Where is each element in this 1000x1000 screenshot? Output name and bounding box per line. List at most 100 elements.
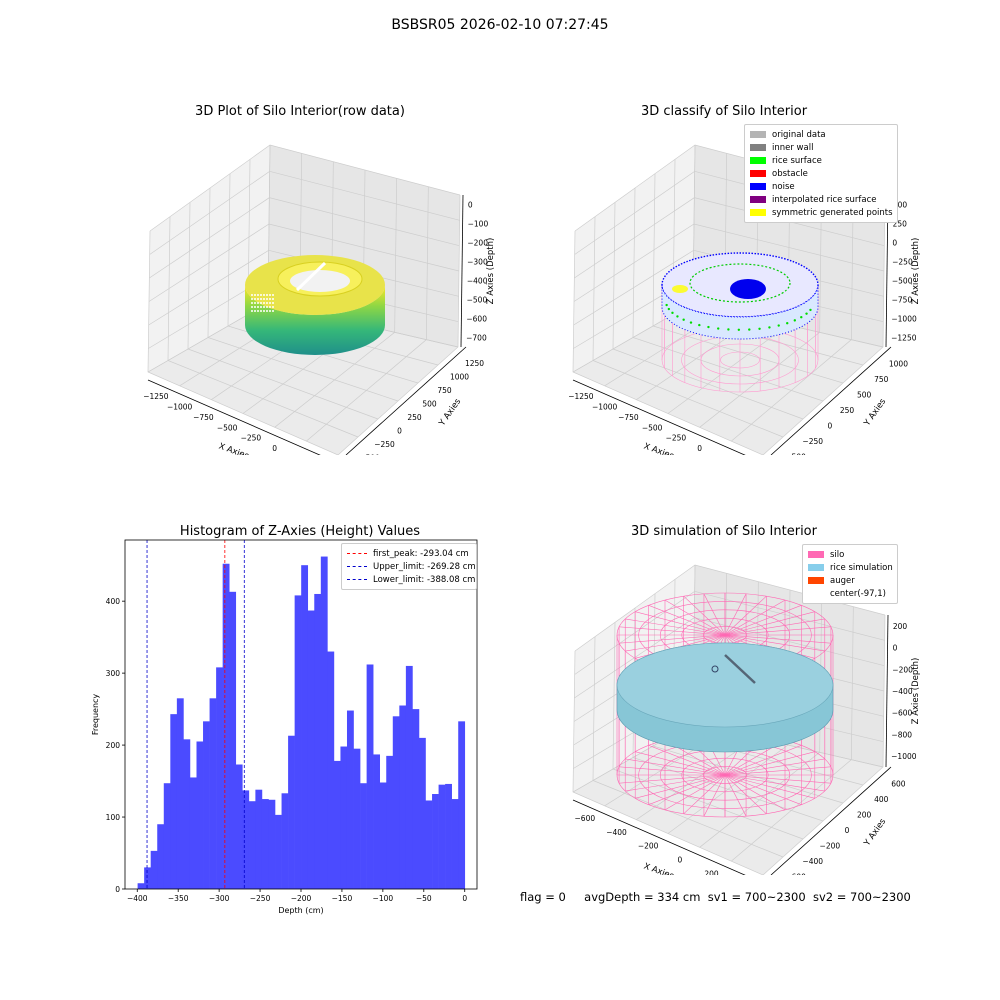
silo-floor-spoke — [703, 774, 726, 817]
silo-roof-spoke — [635, 611, 726, 636]
y-tick-label: 0 — [845, 826, 850, 835]
legend-swatch — [808, 577, 824, 584]
sv2-text: sv2 = 700~2300 — [812, 890, 911, 904]
histogram-bar — [196, 741, 204, 889]
rice-surface-ring — [689, 263, 791, 303]
speckle-point — [251, 298, 253, 300]
histogram-bar — [392, 716, 400, 889]
legend-entry: original data — [750, 128, 892, 141]
speckle-point — [269, 306, 271, 308]
silo-roof-spoke — [619, 634, 726, 644]
y-tick-label: 400 — [106, 597, 121, 606]
y-tick-label: 600 — [891, 780, 906, 789]
legend-entry: silo — [808, 548, 892, 561]
legend-label: noise — [772, 181, 795, 192]
x-tick-label: −1250 — [143, 392, 169, 401]
z-tick-label: −400 — [467, 277, 488, 286]
legend-entry: first_peak: -293.04 cm — [347, 547, 471, 560]
speckle-point — [254, 298, 256, 300]
legend-entry: noise — [750, 180, 892, 193]
x-tick-label: −500 — [217, 423, 238, 432]
histogram-bar — [209, 698, 217, 889]
legend-label: original data — [772, 129, 826, 140]
z-tick-label: −1000 — [891, 315, 917, 324]
z-tick-label: −200 — [467, 239, 488, 248]
silo-floor-spoke — [619, 774, 726, 784]
legend-label: symmetric generated points — [772, 207, 893, 218]
silo-floor-ring — [700, 343, 780, 377]
silo-floor-spoke — [625, 758, 726, 776]
z-tick-label: −500 — [892, 277, 913, 286]
y-tick-label: −600 — [785, 872, 806, 875]
y-tick-label: 500 — [857, 391, 872, 400]
z-tick-label: −1250 — [891, 334, 917, 343]
histogram-bar — [366, 664, 374, 889]
x-tick-label: −200 — [291, 894, 312, 903]
histogram-bar — [288, 735, 295, 889]
x-tick-label: −50 — [416, 894, 432, 903]
center-marker — [711, 665, 719, 673]
x-tick-label: 0 — [677, 855, 682, 864]
legend-label: obstacle — [772, 168, 808, 179]
rice-point — [805, 312, 808, 315]
silo-floor-spoke — [724, 774, 831, 784]
silo-floor-spoke — [724, 774, 825, 792]
silo-roof-spoke — [648, 605, 726, 636]
legend-swatch — [750, 170, 766, 177]
legend-label: Lower_limit: -388.08 cm — [373, 574, 476, 585]
symmetric-points — [672, 285, 688, 293]
z-axis-line — [460, 194, 464, 348]
silo-roof-spoke — [724, 634, 831, 644]
legend-swatch — [808, 590, 824, 597]
histogram-bars — [137, 556, 466, 889]
y-tick-label: −200 — [820, 841, 841, 850]
histogram-bar — [346, 710, 354, 889]
y-axis-label: Y Axies — [437, 397, 464, 429]
silo-floor-spoke — [648, 774, 726, 805]
z-tick-label: 200 — [893, 622, 908, 631]
x-axis-label: Depth (cm) — [278, 906, 323, 915]
speckle-point — [266, 310, 268, 312]
z-tick-label: 0 — [468, 201, 473, 210]
z-tick-label: −250 — [892, 258, 913, 267]
rice-point — [671, 311, 674, 315]
x-tick-label: −400 — [606, 828, 627, 837]
sv1-text: sv1 = 700~2300 — [707, 890, 806, 904]
histogram-chart: −400 −350 −300 −250 −200 −150 −100 −50 0 0 100 200 3… — [91, 539, 478, 915]
rice-point — [707, 325, 710, 329]
y-tick-label: 500 — [422, 399, 437, 408]
histogram-bar — [235, 764, 243, 889]
rice-point — [682, 318, 685, 321]
histogram-bar — [445, 783, 452, 889]
legend-label: center(-97,1) — [830, 588, 886, 599]
speckle-point — [269, 302, 271, 304]
y-axis-label: Y Axies — [862, 397, 889, 429]
histogram-bar — [203, 721, 210, 889]
z-axis-label: Z Axies (Depth) — [486, 238, 496, 305]
x-tick-label: −500 — [642, 423, 663, 432]
histogram-bar — [268, 799, 276, 889]
noise-cluster — [730, 279, 766, 299]
speckle-point — [260, 294, 262, 296]
speckle-point — [272, 310, 274, 312]
x-tick-label: 0 — [272, 444, 277, 453]
histogram-bar — [176, 698, 184, 889]
legend-swatch — [808, 551, 824, 558]
silo-floor-spoke — [683, 774, 726, 815]
speckle-point — [257, 306, 259, 308]
speckle-point — [263, 306, 265, 308]
histogram-bar — [144, 867, 151, 889]
histogram-bar — [150, 850, 158, 889]
silo-floor-spoke — [635, 751, 726, 776]
legend-entry: symmetric generated points — [750, 206, 893, 219]
rice-point — [727, 328, 730, 331]
z-tick-label: −1000 — [891, 752, 917, 761]
y-tick-label: −500 — [785, 452, 806, 455]
speckle-point — [266, 302, 268, 304]
silo-floor-spoke — [724, 774, 767, 815]
legend-entry: interpolated rice surface — [750, 193, 892, 206]
z-tick-label: −500 — [467, 296, 488, 305]
rice-points — [665, 303, 812, 331]
auger — [724, 654, 756, 684]
classify-legend: original data inner wall rice surface obsta… — [744, 124, 898, 223]
